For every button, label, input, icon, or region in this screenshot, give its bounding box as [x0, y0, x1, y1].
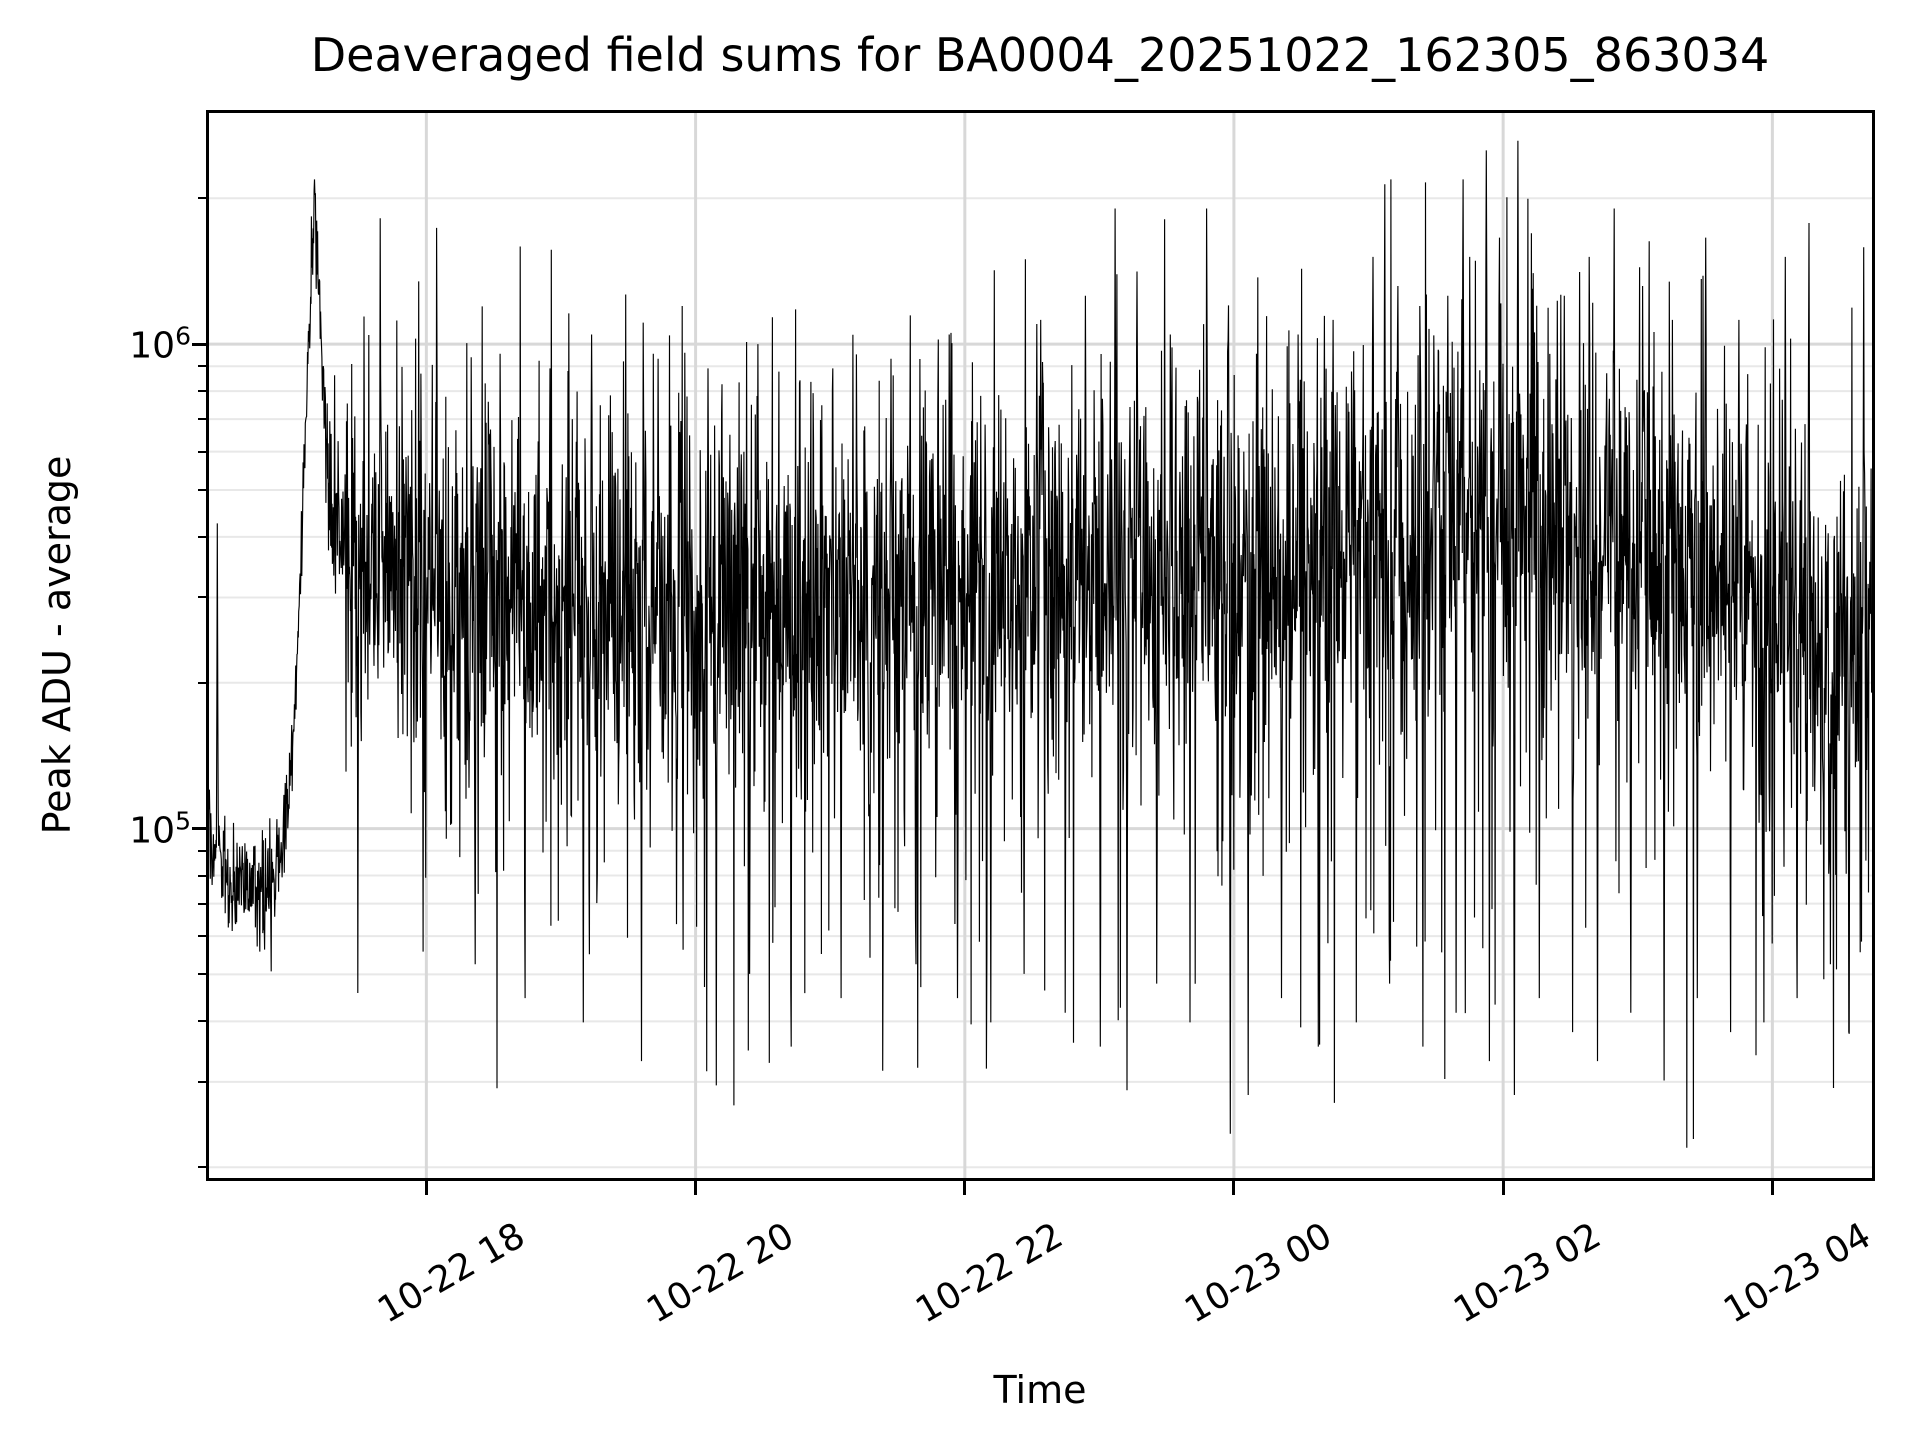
- x-tick-label: 10-23 04: [1716, 1215, 1878, 1332]
- chart-title: Deaveraged field sums for BA0004_2025102…: [310, 28, 1770, 82]
- x-major-tick: [1232, 1181, 1236, 1195]
- y-minor-tick: [198, 390, 206, 393]
- y-minor-tick: [198, 1080, 206, 1083]
- data-line: [209, 140, 1872, 1148]
- x-axis-label: Time: [993, 1368, 1087, 1412]
- y-minor-tick: [198, 450, 206, 453]
- y-major-tick: [192, 827, 206, 831]
- y-minor-tick: [198, 849, 206, 852]
- x-tick-label: 10-22 18: [370, 1215, 532, 1332]
- y-minor-tick: [198, 874, 206, 877]
- y-minor-tick: [198, 1020, 206, 1023]
- x-major-tick: [963, 1181, 967, 1195]
- y-minor-tick: [198, 596, 206, 599]
- x-tick-label: 10-22 20: [639, 1215, 801, 1332]
- plot-area: [206, 110, 1875, 1181]
- x-major-tick: [1501, 1181, 1505, 1195]
- data-line-svg: [209, 113, 1872, 1178]
- x-major-tick: [424, 1181, 428, 1195]
- y-minor-tick: [198, 681, 206, 684]
- y-tick-label: 105: [129, 806, 191, 852]
- y-minor-tick: [198, 365, 206, 368]
- y-tick-label: 106: [129, 321, 191, 367]
- y-minor-tick: [198, 488, 206, 491]
- x-major-tick: [1770, 1181, 1774, 1195]
- y-minor-tick: [198, 535, 206, 538]
- x-tick-label: 10-23 00: [1178, 1215, 1339, 1332]
- y-axis-label: Peak ADU - average: [35, 455, 79, 835]
- x-major-tick: [694, 1181, 698, 1195]
- x-tick-label: 10-23 02: [1447, 1215, 1609, 1332]
- y-minor-tick: [198, 418, 206, 421]
- y-minor-tick: [198, 197, 206, 200]
- x-tick-label: 10-22 22: [909, 1215, 1070, 1332]
- y-minor-tick: [198, 973, 206, 976]
- y-major-tick: [192, 342, 206, 346]
- y-minor-tick: [198, 935, 206, 938]
- y-minor-tick: [198, 902, 206, 905]
- y-minor-tick: [198, 1166, 206, 1169]
